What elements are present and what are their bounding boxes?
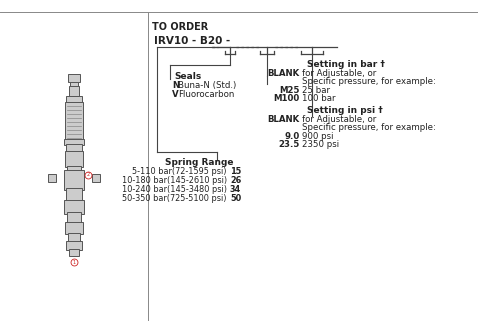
Bar [70,82,78,86]
Bar [69,86,79,96]
Text: 25 bar: 25 bar [302,86,330,95]
Text: Specific pressure, for example:: Specific pressure, for example: [302,77,436,86]
Text: 100 bar: 100 bar [302,94,336,103]
Text: 1: 1 [73,259,76,265]
Bar [66,144,82,152]
Text: TO ORDER: TO ORDER [152,22,208,32]
Text: BLANK: BLANK [268,115,300,124]
Text: for Adjustable, or: for Adjustable, or [302,69,376,78]
Bar [92,174,100,182]
Text: BLANK: BLANK [268,69,300,78]
Bar [68,233,80,242]
Bar [67,166,81,172]
Text: Fluorocarbon: Fluorocarbon [178,90,234,99]
Text: 50: 50 [230,194,241,203]
Bar [66,241,82,250]
Text: M25: M25 [280,86,300,95]
Text: Spring Range: Spring Range [165,158,234,167]
Bar [65,102,83,140]
Text: V: V [172,90,179,99]
Text: 34: 34 [230,185,241,194]
Text: 15: 15 [230,167,241,176]
Text: 2: 2 [87,173,89,178]
Text: Buna-N (Std.): Buna-N (Std.) [178,81,236,90]
Text: 10-240 bar(145-3480 psi): 10-240 bar(145-3480 psi) [122,185,227,194]
Bar [64,170,84,190]
Text: 23.5: 23.5 [279,140,300,149]
Text: 5-110 bar(72-1595 psi): 5-110 bar(72-1595 psi) [132,167,227,176]
Bar [67,212,81,224]
Text: for Adjustable, or: for Adjustable, or [302,115,376,124]
Text: M100: M100 [274,94,300,103]
Text: Setting in bar †: Setting in bar † [307,60,385,69]
Text: Seals: Seals [174,72,201,81]
Bar [69,249,79,256]
Bar [64,200,84,214]
Text: IRV10 - B20 -: IRV10 - B20 - [154,36,230,46]
Text: Setting in psi †: Setting in psi † [307,106,383,115]
Text: 26: 26 [230,176,241,185]
Bar [65,222,83,234]
Bar [66,96,82,102]
Bar [65,151,83,167]
Bar [66,188,82,202]
Text: 900 psi: 900 psi [302,132,334,141]
Bar [48,174,56,182]
Text: 10-180 bar(145-2610 psi): 10-180 bar(145-2610 psi) [122,176,227,185]
Text: 50-350 bar(725-5100 psi): 50-350 bar(725-5100 psi) [122,194,227,203]
Text: 2350 psi: 2350 psi [302,140,339,149]
Text: N: N [172,81,179,90]
Bar [64,139,84,145]
Text: Specific pressure, for example:: Specific pressure, for example: [302,123,436,132]
Bar [68,74,80,82]
Text: 9.0: 9.0 [285,132,300,141]
